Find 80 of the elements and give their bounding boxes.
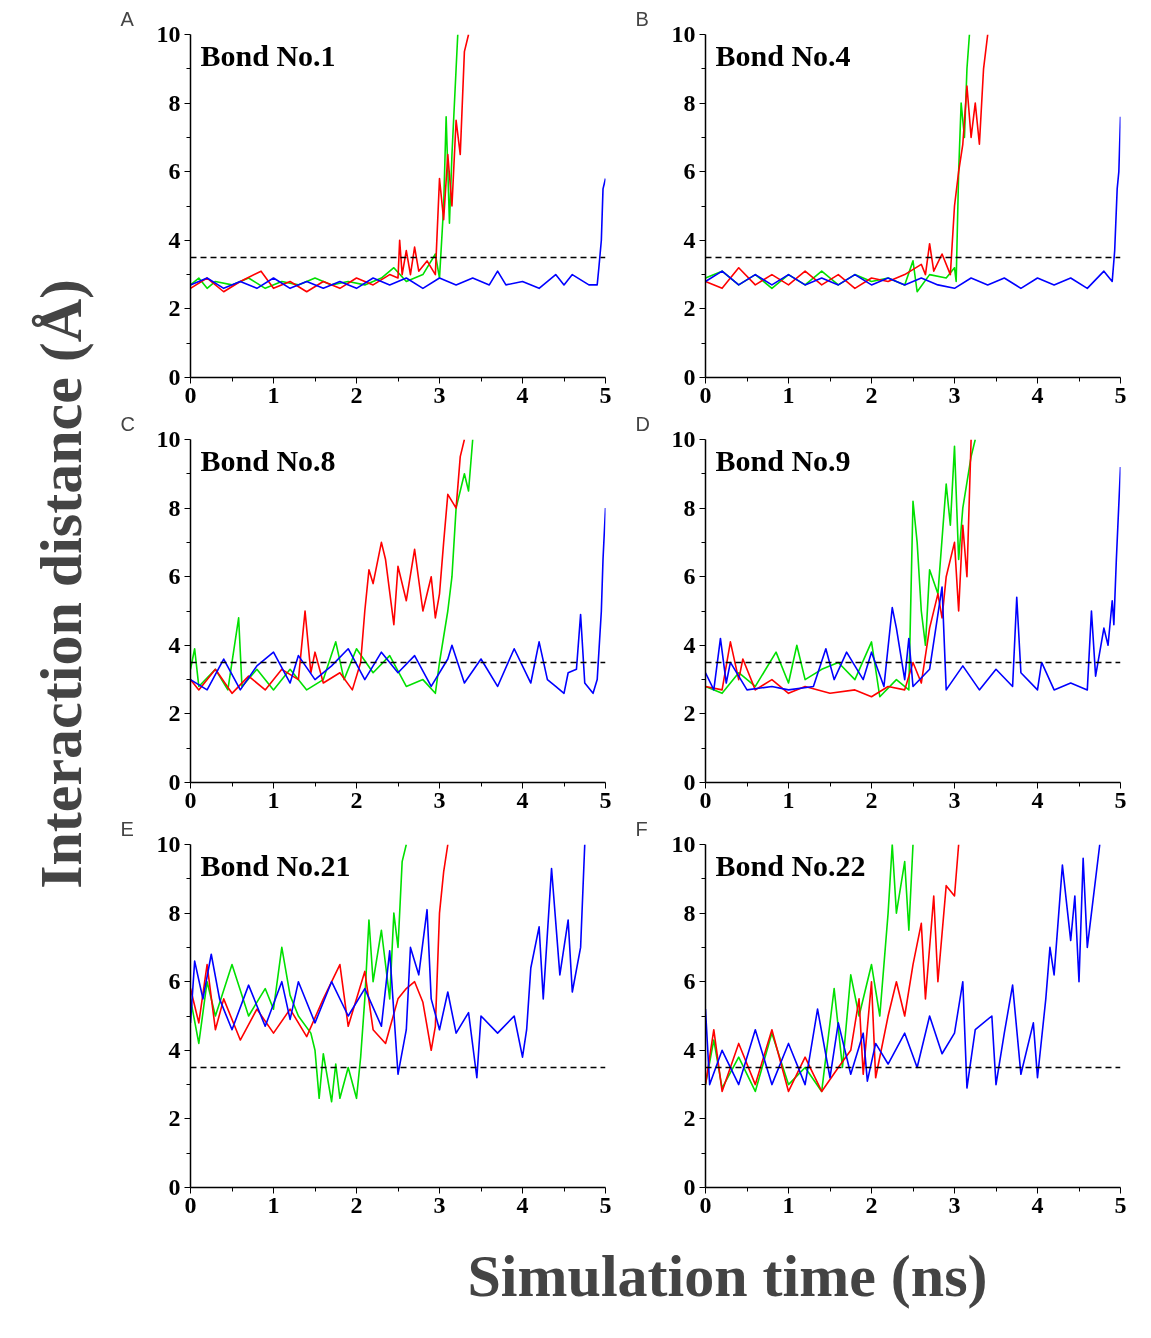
x-tick-label: 3: [433, 381, 446, 408]
text: B: [635, 7, 649, 30]
x-tick-label: 3: [433, 786, 446, 813]
y-tick-label: 0: [168, 364, 181, 390]
y-tick-label: 6: [168, 158, 181, 185]
x-tick-label: 1: [782, 1191, 795, 1218]
y-tick-label: 10: [671, 831, 696, 857]
y-tick-label: 2: [683, 1105, 696, 1132]
x-tick-label: 2: [865, 1191, 878, 1218]
x-axis-title: Simulation time (ns): [467, 1242, 988, 1309]
y-tick-label: 4: [168, 1036, 181, 1063]
chart-title: Bond No.9: [715, 443, 851, 477]
y-tick-label: 6: [683, 563, 696, 590]
y-tick-label: 10: [156, 21, 181, 47]
x-tick-label: 1: [782, 381, 795, 408]
text: D: [635, 412, 650, 435]
x-tick-label: 4: [516, 381, 529, 408]
y-tick-label: 2: [168, 1105, 181, 1132]
x-tick-label: 2: [865, 786, 878, 813]
x-tick-label: 2: [350, 1191, 363, 1218]
x-tick-label: 1: [267, 1191, 280, 1218]
x-tick-label: 3: [948, 786, 961, 813]
y-tick-label: 4: [168, 226, 181, 253]
x-tick-label: 4: [516, 786, 529, 813]
x-tick-label: 4: [1031, 381, 1044, 408]
x-tick-label: 5: [1114, 786, 1127, 813]
y-tick-label: 10: [671, 426, 696, 452]
x-tick-label: 2: [350, 381, 363, 408]
x-tick-label: 5: [1114, 381, 1127, 408]
y-tick-label: 2: [168, 700, 181, 727]
chart-title: Bond No.1: [200, 38, 336, 72]
y-tick-label: 8: [168, 899, 181, 926]
text: A: [120, 7, 135, 30]
x-tick-label: 3: [948, 1191, 961, 1218]
y-tick-label: 2: [683, 295, 696, 322]
x-tick-label: 5: [599, 1191, 612, 1218]
y-tick-label: 6: [683, 158, 696, 185]
y-tick-label: 8: [168, 89, 181, 116]
x-tick-label: 3: [948, 381, 961, 408]
y-tick-label: 4: [683, 1036, 696, 1063]
y-tick-label: 4: [683, 631, 696, 658]
y-axis-title: Interaction distance (Å): [27, 278, 94, 889]
y-tick-label: 8: [683, 494, 696, 521]
x-tick-label: 2: [350, 786, 363, 813]
chart-title: Bond No.4: [715, 38, 851, 72]
y-tick-label: 2: [168, 295, 181, 322]
x-tick-label: 1: [782, 786, 795, 813]
x-tick-label: 5: [1114, 1191, 1127, 1218]
x-tick-label: 2: [865, 381, 878, 408]
chart-title: Bond No.21: [200, 848, 351, 882]
x-tick-label: 5: [599, 381, 612, 408]
x-tick-label: 3: [433, 1191, 446, 1218]
chart-title: Bond No.8: [200, 443, 336, 477]
y-tick-label: 4: [168, 631, 181, 658]
y-tick-label: 6: [168, 968, 181, 995]
x-tick-label: 5: [599, 786, 612, 813]
y-tick-label: 10: [671, 21, 696, 47]
y-tick-label: 8: [683, 899, 696, 926]
y-tick-label: 6: [683, 968, 696, 995]
y-tick-label: 8: [168, 494, 181, 521]
y-tick-label: 2: [683, 700, 696, 727]
x-tick-label: 1: [267, 786, 280, 813]
y-tick-label: 0: [168, 1174, 181, 1200]
x-tick-label: 4: [1031, 1191, 1044, 1218]
y-tick-label: 4: [683, 226, 696, 253]
text: F: [635, 817, 648, 840]
y-tick-label: 0: [683, 1174, 696, 1200]
y-tick-label: 8: [683, 89, 696, 116]
y-tick-label: 6: [168, 563, 181, 590]
y-tick-label: 10: [156, 426, 181, 452]
text: C: [120, 412, 135, 435]
y-tick-label: 10: [156, 831, 181, 857]
x-tick-label: 4: [1031, 786, 1044, 813]
y-tick-label: 0: [683, 364, 696, 390]
y-tick-label: 0: [683, 769, 696, 795]
x-tick-label: 1: [267, 381, 280, 408]
x-tick-label: 4: [516, 1191, 529, 1218]
y-tick-label: 0: [168, 769, 181, 795]
text: E: [120, 817, 134, 840]
chart-title: Bond No.22: [715, 848, 866, 882]
